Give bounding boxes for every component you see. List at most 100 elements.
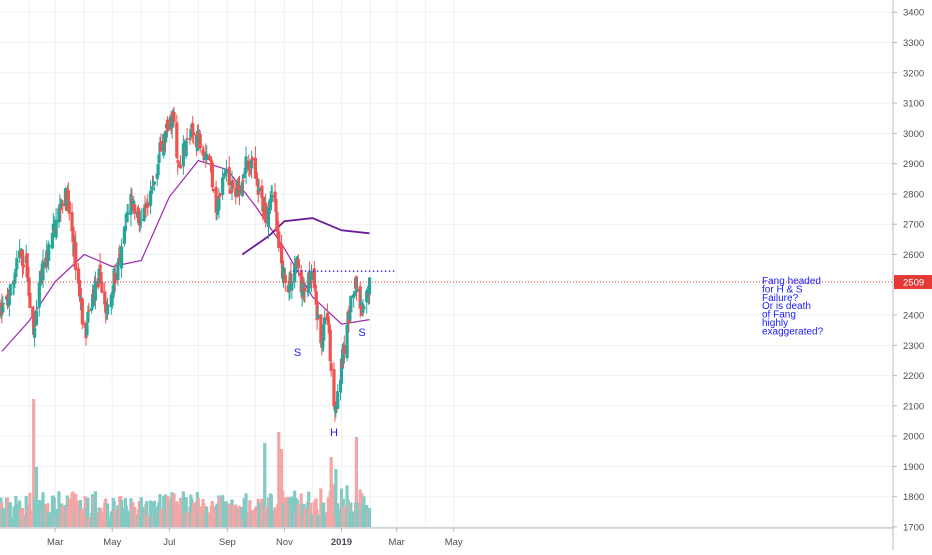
volume-bar xyxy=(21,514,25,527)
candle-body xyxy=(257,188,261,192)
candle-body xyxy=(223,174,228,176)
y-tick-label: 2100 xyxy=(903,401,924,412)
candle-body xyxy=(109,294,113,307)
candle-body xyxy=(163,130,168,143)
volume-bar xyxy=(93,491,98,527)
x-tick-label: Mar xyxy=(388,537,404,548)
candle-body xyxy=(117,257,121,265)
candle-body xyxy=(268,198,272,211)
volume-bar xyxy=(80,508,84,527)
candle-body xyxy=(47,246,52,248)
y-tick-label: 3400 xyxy=(903,8,924,19)
candle-body xyxy=(149,192,154,194)
volume-bar xyxy=(277,432,281,527)
candle-body xyxy=(99,272,103,282)
volume-bar xyxy=(231,505,235,527)
volume-bar xyxy=(329,457,333,527)
volume-bar xyxy=(264,507,268,527)
candle-body xyxy=(70,212,74,232)
candle-body xyxy=(254,175,258,180)
candle-body xyxy=(215,208,219,210)
candle-body xyxy=(275,212,279,232)
volume-bar xyxy=(83,496,87,527)
volume-bar xyxy=(192,502,196,527)
candle-body xyxy=(299,269,303,293)
candle-body xyxy=(250,157,255,161)
candle-body xyxy=(162,134,166,156)
volume-bar xyxy=(113,509,117,527)
candle-body xyxy=(328,329,332,362)
candle-body xyxy=(366,289,370,292)
candle-body xyxy=(366,293,371,297)
candle-body xyxy=(345,324,349,359)
volume-bar xyxy=(257,502,261,527)
volume-bar xyxy=(86,497,90,527)
candle-body xyxy=(242,175,246,178)
candles xyxy=(0,106,372,422)
candle-body xyxy=(211,188,215,192)
candle-body xyxy=(106,305,111,307)
y-tick-label: 2700 xyxy=(903,220,924,231)
candle-body xyxy=(327,326,331,334)
volume-bar xyxy=(184,497,188,527)
candle-body xyxy=(235,194,239,198)
last-price-label: 2509 xyxy=(903,278,924,289)
pattern-label: H xyxy=(330,427,338,439)
candle-body xyxy=(249,171,253,173)
candle-body xyxy=(177,165,181,168)
candle-body xyxy=(25,253,29,278)
candle-body xyxy=(207,155,212,160)
candle-body xyxy=(74,242,78,271)
candle-body xyxy=(322,324,326,341)
volume-bar xyxy=(293,490,297,527)
candle-body xyxy=(116,261,120,281)
candle-body xyxy=(130,195,134,197)
volume-bar xyxy=(105,503,110,527)
candle-body xyxy=(176,160,180,163)
candle-body xyxy=(8,284,12,296)
candle-body xyxy=(191,123,195,132)
candle-body xyxy=(104,302,108,312)
candle-body xyxy=(277,231,281,248)
candle-body xyxy=(308,271,312,273)
volume-bar xyxy=(319,488,323,527)
candle-body xyxy=(175,122,179,158)
annotation-comment-line: for H & S xyxy=(762,284,803,295)
volume-bar xyxy=(296,504,301,527)
candle-body xyxy=(316,314,320,319)
volume-bar xyxy=(323,513,327,527)
candle-body xyxy=(66,189,70,201)
volume-bar xyxy=(2,508,6,527)
candle-body xyxy=(266,206,271,228)
candle-body xyxy=(359,302,363,306)
volume-bar xyxy=(54,508,58,527)
candle-body xyxy=(41,261,45,281)
volume-bar xyxy=(355,502,359,527)
candle-body xyxy=(129,194,133,215)
candle-body xyxy=(7,297,11,306)
candle-body xyxy=(50,232,54,249)
volume-bar xyxy=(290,496,294,527)
candle-body xyxy=(326,319,330,326)
candle-body xyxy=(349,296,353,313)
volume-bar xyxy=(15,503,19,527)
candle-body xyxy=(365,290,369,302)
candle-body xyxy=(125,213,129,215)
volume-bar xyxy=(307,491,311,527)
candle-body xyxy=(279,243,284,264)
candle-body xyxy=(138,221,142,223)
candle-body xyxy=(276,227,280,232)
candle-body xyxy=(103,291,107,305)
volume-bar xyxy=(279,449,284,527)
candle-body xyxy=(52,223,56,229)
volume-bar xyxy=(244,493,248,527)
candle-body xyxy=(172,111,176,122)
y-tick-label: 1700 xyxy=(903,523,924,534)
volume-bar xyxy=(309,513,314,527)
volume-bar xyxy=(172,493,176,527)
candle-body xyxy=(264,202,268,223)
candle-body xyxy=(307,272,311,293)
y-tick-label: 3000 xyxy=(903,129,924,140)
volume-bar xyxy=(149,500,153,527)
volume-bar xyxy=(52,497,56,527)
